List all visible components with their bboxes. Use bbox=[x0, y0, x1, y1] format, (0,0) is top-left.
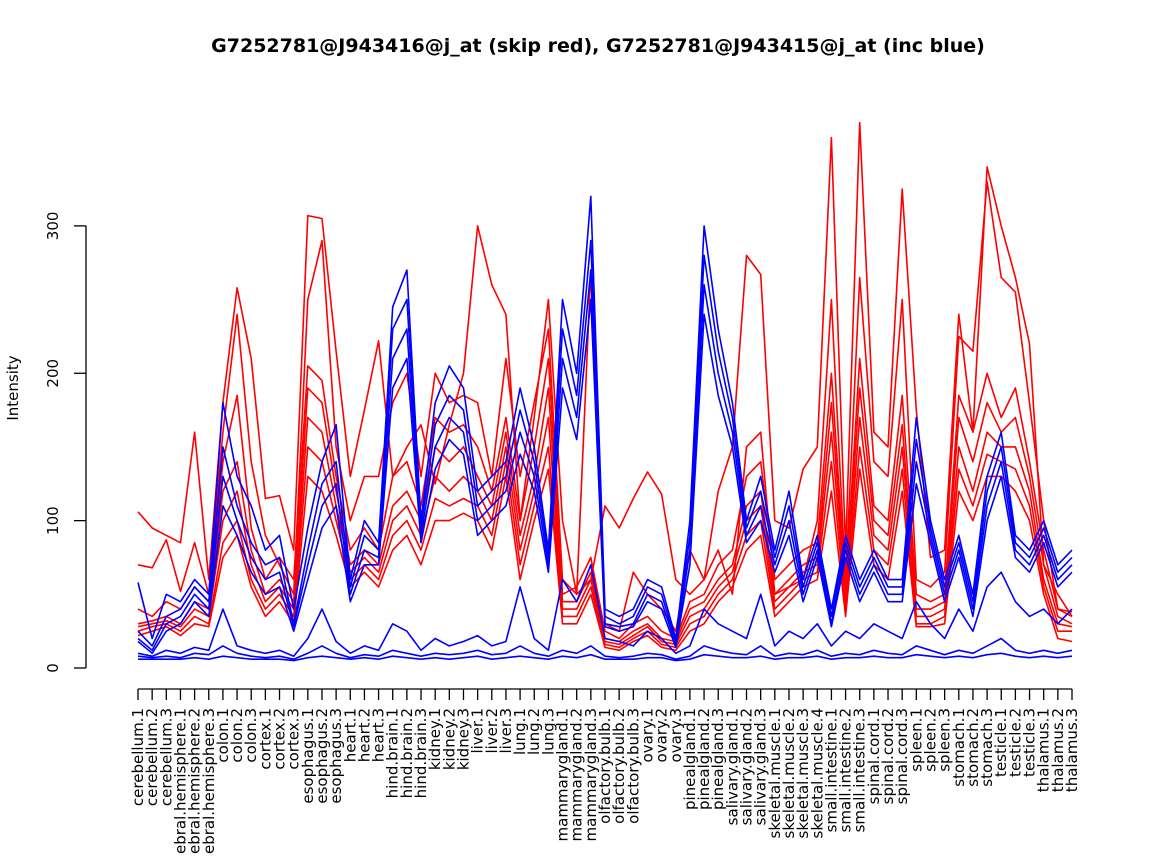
x-tick-label: pinealgland.3 bbox=[709, 708, 727, 810]
x-tick-label: heart.3 bbox=[370, 708, 388, 762]
x-tick-label: heart.1 bbox=[341, 708, 359, 762]
x-tick-label: skeletal.muscle.1 bbox=[766, 708, 784, 839]
x-tick-label: lung.2 bbox=[525, 708, 543, 755]
series-line-13 bbox=[137, 637, 1073, 661]
x-tick-label: heart.2 bbox=[355, 708, 373, 762]
x-tick-label: stomach.2 bbox=[964, 708, 982, 787]
y-tick-label: 0 bbox=[44, 663, 62, 673]
x-tick-label: kidney.3 bbox=[454, 708, 472, 770]
y-tick-label: 300 bbox=[44, 212, 62, 241]
x-tick-label: colon.1 bbox=[214, 708, 232, 763]
x-tick-label: mammarygland.3 bbox=[582, 708, 600, 841]
x-tick-label: salivary.gland.2 bbox=[738, 708, 756, 825]
x-tick-label: ovary.1 bbox=[638, 708, 656, 762]
series-line-12 bbox=[137, 563, 1073, 658]
x-tick-label: small.intestine.2 bbox=[837, 708, 855, 832]
x-tick-label: olfactory.bulb.2 bbox=[610, 708, 628, 824]
x-tick-label: hind.brain.3 bbox=[412, 708, 430, 798]
chart-title: G7252781@J943416@j_at (skip red), G72527… bbox=[211, 35, 985, 57]
x-tick-label: cortex.1 bbox=[256, 708, 274, 770]
x-tick-label: spleen.3 bbox=[936, 708, 954, 772]
x-tick-label: cerebellum.2 bbox=[143, 708, 161, 806]
x-tick-label: lung.3 bbox=[539, 708, 557, 755]
x-tick-label: skeletal.muscle.2 bbox=[780, 708, 798, 839]
x-tick-label: salivary.gland.1 bbox=[723, 708, 741, 825]
x-tick-label: testicle.3 bbox=[1021, 708, 1039, 777]
x-tick-label: hind.brain.1 bbox=[384, 708, 402, 798]
x-tick-label: pinealgland.1 bbox=[681, 708, 699, 810]
x-tick-label: kidney.1 bbox=[426, 708, 444, 770]
x-tick-label: cerebellum.1 bbox=[129, 708, 147, 806]
x-tick-label: ebral.hemisphere.2 bbox=[186, 708, 204, 854]
x-tick-label: colon.3 bbox=[242, 708, 260, 763]
series-line-2 bbox=[137, 180, 1073, 633]
x-tick-label: esophagus.1 bbox=[299, 708, 317, 804]
x-tick-label: esophagus.2 bbox=[313, 708, 331, 804]
x-tick-label: spleen.2 bbox=[921, 708, 939, 772]
x-tick-label: colon.2 bbox=[228, 708, 246, 763]
x-tick-label: spinal.cord.2 bbox=[879, 708, 897, 804]
x-tick-label: liver.2 bbox=[483, 708, 501, 754]
x-tick-label: ovary.3 bbox=[667, 708, 685, 762]
x-tick-label: skeletal.muscle.3 bbox=[794, 708, 812, 839]
plot-series bbox=[137, 121, 1073, 662]
x-tick-label: spinal.cord.3 bbox=[893, 708, 911, 804]
x-tick-label: mammarygland.2 bbox=[568, 708, 586, 841]
x-tick-label: olfactory.bulb.1 bbox=[596, 708, 614, 824]
x-tick-label: small.intestine.3 bbox=[851, 708, 869, 832]
y-tick-label: 200 bbox=[44, 359, 62, 388]
x-tick-label: thalamus.1 bbox=[1035, 708, 1053, 792]
x-tick-label: testicle.1 bbox=[992, 708, 1010, 777]
x-tick-label: salivary.gland.3 bbox=[752, 708, 770, 825]
x-tick-label: ovary.2 bbox=[653, 708, 671, 762]
x-tick-label: stomach.1 bbox=[950, 708, 968, 787]
x-tick-label: thalamus.3 bbox=[1063, 708, 1081, 792]
x-tick-label: pinealgland.2 bbox=[695, 708, 713, 810]
x-tick-label: spleen.1 bbox=[907, 708, 925, 772]
x-tick-label: lung.1 bbox=[511, 708, 529, 755]
x-tick-label: cortex.2 bbox=[271, 708, 289, 770]
series-line-11 bbox=[137, 298, 1073, 655]
x-tick-label: cortex.3 bbox=[285, 708, 303, 770]
x-tick-label: kidney.2 bbox=[440, 708, 458, 770]
x-tick-label: liver.1 bbox=[469, 708, 487, 754]
x-tick-label: skeletal.muscle.4 bbox=[808, 708, 826, 839]
x-tick-label: ebral.hemisphere.3 bbox=[200, 708, 218, 854]
x-axis: cerebellum.1cerebellum.2cerebellum.3ebra… bbox=[129, 688, 1081, 854]
series-line-3 bbox=[137, 357, 1073, 640]
x-tick-label: spinal.cord.1 bbox=[865, 708, 883, 804]
x-tick-label: liver.3 bbox=[497, 708, 515, 754]
x-tick-label: testicle.2 bbox=[1006, 708, 1024, 777]
series-line-1 bbox=[137, 121, 1073, 617]
x-tick-label: cerebellum.3 bbox=[157, 708, 175, 806]
x-tick-label: olfactory.bulb.3 bbox=[624, 708, 642, 824]
x-tick-label: mammarygland.1 bbox=[554, 708, 572, 841]
series-line-14 bbox=[138, 652, 1073, 662]
x-tick-label: hind.brain.2 bbox=[398, 708, 416, 798]
y-axis-label: Intensity bbox=[4, 355, 22, 420]
x-tick-label: small.intestine.1 bbox=[822, 708, 840, 832]
x-tick-label: ebral.hemisphere.1 bbox=[171, 708, 189, 854]
y-axis: 0 100 200 300 bbox=[44, 212, 87, 673]
x-tick-label: stomach.3 bbox=[978, 708, 996, 787]
x-tick-label: esophagus.3 bbox=[327, 708, 345, 804]
y-tick-label: 100 bbox=[44, 506, 62, 535]
x-tick-label: thalamus.2 bbox=[1049, 708, 1067, 792]
